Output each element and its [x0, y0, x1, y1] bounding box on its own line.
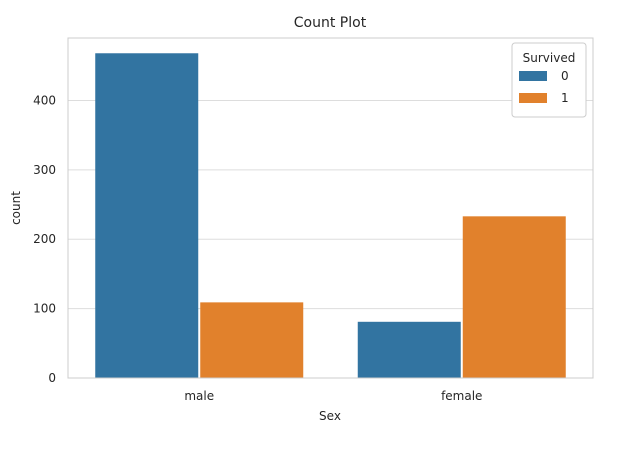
y-tick-labels: 0 100 200 300 400	[33, 93, 56, 385]
bar-male-survived-1	[200, 302, 304, 378]
plot-frame	[67, 37, 594, 379]
legend-swatch-1	[519, 93, 547, 103]
legend-swatch-0	[519, 71, 547, 81]
bar-female-survived-0	[357, 321, 461, 378]
bar-female-survived-1	[462, 216, 566, 378]
legend-label-0: 0	[561, 69, 569, 83]
y-tick-label-100: 100	[33, 302, 56, 316]
y-tick-label-400: 400	[33, 93, 56, 107]
bars	[95, 53, 566, 378]
bar-male-survived-0	[95, 53, 199, 378]
legend-items: 01	[519, 69, 569, 105]
y-axis-label: count	[9, 191, 23, 225]
y-tick-label-200: 200	[33, 232, 56, 246]
x-axis-label: Sex	[319, 409, 341, 423]
legend: Survived 01	[511, 42, 587, 118]
y-tick-label-300: 300	[33, 163, 56, 177]
legend-label-1: 1	[561, 91, 569, 105]
x-tick-label-female: female	[441, 389, 482, 403]
x-tick-label-male: male	[184, 389, 214, 403]
x-tick-labels: male female	[184, 389, 482, 403]
legend-title: Survived	[523, 51, 576, 65]
chart-title: Count Plot	[294, 15, 367, 31]
y-tick-label-0: 0	[48, 371, 56, 385]
